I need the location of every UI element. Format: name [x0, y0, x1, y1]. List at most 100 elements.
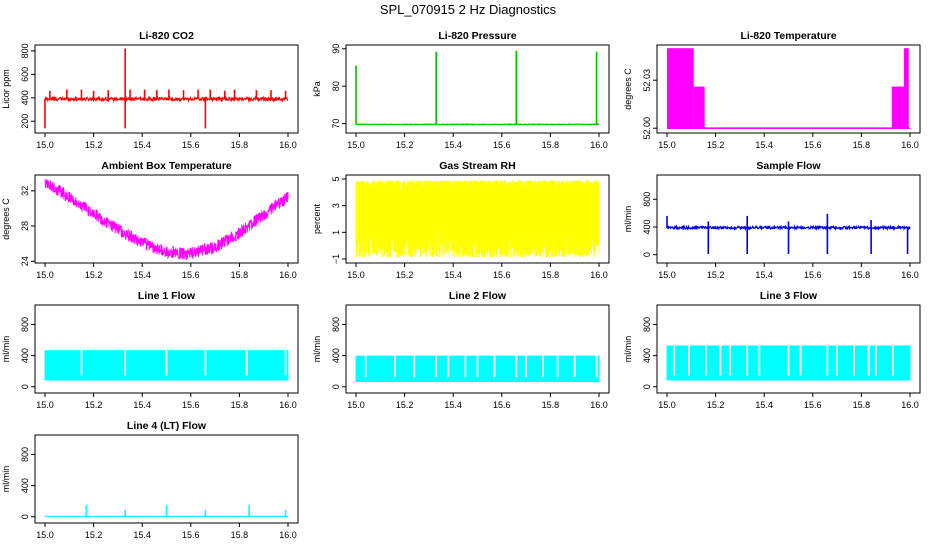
gap-mark [542, 355, 544, 377]
gap-mark [826, 344, 828, 375]
x-tick-label: 15.4 [755, 400, 773, 410]
level-block [904, 48, 909, 128]
y-tick-label: 800 [20, 43, 30, 58]
series-sample-flow [667, 214, 910, 254]
y-tick-label: 80 [331, 81, 341, 91]
x-tick-label: 15.6 [804, 270, 822, 280]
x-tick-label: 16.0 [279, 140, 297, 150]
gap-mark [365, 355, 367, 377]
y-tick-label: 24 [20, 256, 30, 266]
series-line [356, 124, 599, 125]
y-tick-label: 400 [642, 219, 652, 234]
x-tick-label: 15.4 [444, 270, 462, 280]
gap-mark [729, 344, 731, 375]
gap-mark [204, 349, 206, 375]
y-tick-label: 400 [20, 348, 30, 363]
x-tick-label: 15.2 [85, 140, 103, 150]
plot-box [35, 45, 298, 133]
x-tick-label: 15.0 [347, 270, 365, 280]
gap-mark [494, 355, 496, 377]
y-tick-label: 1 [331, 230, 341, 235]
y-tick-label: 5 [331, 176, 341, 181]
chart-title: Gas Stream RH [439, 160, 515, 172]
plot-box [346, 45, 609, 133]
x-tick-label: 15.8 [542, 400, 560, 410]
x-tick-label: 15.8 [231, 270, 249, 280]
gap-mark [435, 355, 437, 377]
x-tick-label: 15.8 [542, 270, 560, 280]
gap-mark [868, 344, 870, 375]
chart-title: Li-820 CO2 [139, 30, 194, 42]
y-axis-label: ml/min [1, 336, 11, 363]
x-tick-label: 15.6 [804, 140, 822, 150]
series-line-2-flow [356, 355, 599, 382]
x-tick-label: 15.6 [493, 270, 511, 280]
x-tick-label: 15.4 [755, 270, 773, 280]
y-tick-label: −1 [331, 254, 341, 264]
gap-mark [447, 355, 449, 377]
y-tick-label: 0 [642, 384, 652, 389]
y-axis-label: ml/min [623, 336, 633, 363]
x-tick-label: 15.0 [347, 400, 365, 410]
y-tick-label: 0 [331, 384, 341, 389]
y-axis-label: ml/min [1, 466, 11, 493]
series-ambient-box-temperature [45, 179, 288, 260]
y-tick-label: 200 [20, 114, 30, 129]
gap-mark [525, 355, 527, 377]
x-tick-label: 16.0 [590, 270, 608, 280]
series-li820-temperature [667, 48, 910, 128]
series-line-1-flow [45, 349, 288, 380]
x-tick-label: 15.6 [493, 400, 511, 410]
y-tick-label: 400 [20, 478, 30, 493]
y-tick-label: 28 [20, 221, 30, 231]
y-tick-label: 800 [642, 317, 652, 332]
x-tick-label: 15.4 [133, 140, 151, 150]
gap-mark [246, 349, 248, 375]
x-tick-label: 15.8 [231, 400, 249, 410]
x-tick-label: 15.0 [658, 400, 676, 410]
x-tick-label: 15.8 [231, 530, 249, 540]
series-li820-pressure [356, 51, 599, 125]
x-tick-label: 15.8 [853, 270, 871, 280]
y-tick-label: 32 [20, 186, 30, 196]
gap-mark [800, 344, 802, 375]
x-tick-label: 16.0 [590, 400, 608, 410]
y-axis-label: Licor ppm [1, 69, 11, 109]
x-tick-label: 15.8 [542, 140, 560, 150]
y-axis-label: degrees C [623, 68, 633, 110]
gap-mark [285, 349, 287, 375]
x-tick-label: 15.6 [182, 270, 200, 280]
gap-mark [574, 355, 576, 377]
x-tick-label: 15.2 [396, 400, 414, 410]
gap-mark [515, 355, 517, 377]
y-tick-label: 800 [642, 192, 652, 207]
gap-mark [720, 344, 722, 375]
y-axis-label: ml/min [312, 336, 322, 363]
x-tick-label: 15.2 [396, 140, 414, 150]
chart-title: Li-820 Temperature [740, 30, 836, 42]
gap-mark [673, 344, 675, 375]
x-tick-label: 15.2 [85, 270, 103, 280]
x-tick-label: 15.0 [658, 270, 676, 280]
y-tick-label: 800 [20, 447, 30, 462]
gap-mark [124, 349, 126, 375]
y-axis-label: degrees C [1, 198, 11, 240]
x-tick-label: 15.4 [444, 400, 462, 410]
x-tick-label: 15.2 [85, 400, 103, 410]
gap-mark [81, 349, 83, 375]
x-tick-label: 16.0 [901, 400, 919, 410]
series-li820-co2 [45, 49, 288, 129]
series-line-4-lt-flow [45, 505, 288, 516]
y-axis-label: percent [312, 203, 322, 234]
x-tick-label: 15.2 [707, 140, 725, 150]
y-tick-label: 52.00 [642, 117, 652, 140]
gap-mark [788, 344, 790, 375]
x-tick-label: 15.6 [182, 530, 200, 540]
x-tick-label: 15.0 [36, 140, 54, 150]
y-tick-label: 90 [331, 44, 341, 54]
